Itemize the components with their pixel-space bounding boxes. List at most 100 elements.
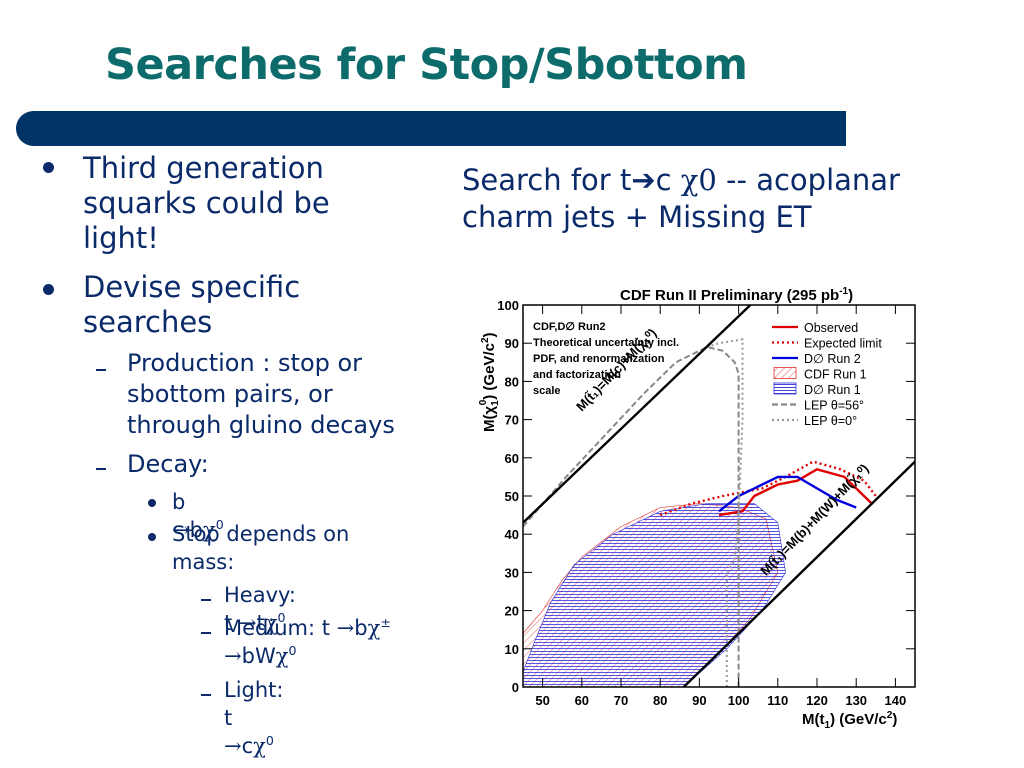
arrow-glyph: → <box>224 734 242 758</box>
bullet-heavy: Heavy: t →tχ0 <box>224 581 296 637</box>
superscript: 0 <box>288 643 297 658</box>
chi-glyph: χ <box>253 734 266 758</box>
legend-label-d-run-2: D∅ Run 2 <box>804 352 861 366</box>
y-tick-label: 90 <box>505 336 519 351</box>
sub-bullet-dash <box>96 468 106 470</box>
b-quark: b <box>189 518 203 542</box>
sub-bullet-production: Production : stop or sbottom pairs, or t… <box>127 349 395 439</box>
legend-label-lep-0: LEP θ=0° <box>804 414 857 428</box>
sub-sub-bullet-dot <box>148 533 156 541</box>
y-tick-label: 30 <box>505 565 519 580</box>
x-tick-label: 80 <box>653 693 667 708</box>
legend-label-observed: Observed <box>804 321 858 335</box>
sub-bullet-decay: Decay: <box>127 450 209 478</box>
chi-glyph: χ <box>202 518 216 542</box>
sbottom-label: b <box>172 490 186 514</box>
bullet-dot <box>43 284 54 295</box>
y-tick-label: 50 <box>505 489 519 504</box>
theory-note-line: and factorization <box>533 369 621 381</box>
theory-note: CDF,D∅ Run2 Theoretical uncertainty incl.… <box>533 321 679 397</box>
bullet-medium: Medium: t →bχ± →bWχ0 <box>224 614 444 670</box>
title-underline-bar <box>16 111 846 146</box>
bw-label: bW <box>241 644 276 668</box>
sub-bullet-dash <box>201 599 211 601</box>
arrow-icon: ➔ <box>631 163 656 197</box>
region-d-run-1 <box>523 503 786 687</box>
y-tick-label: 40 <box>505 527 519 542</box>
b-quark: b <box>354 616 368 640</box>
curve-lep-56 <box>523 345 740 687</box>
x-label-close: ) <box>892 711 897 728</box>
superscript: 0 <box>265 733 274 748</box>
legend-swatch-cdf-run-1 <box>773 367 797 379</box>
arrow-glyph: → <box>224 644 242 668</box>
bullet-third-generation: Third generation squarks could be light! <box>83 151 330 255</box>
x-tick-label: 50 <box>535 693 549 708</box>
sub-bullet-dash <box>201 694 211 696</box>
sub-sub-bullet-stop-mass: Stop depends on mass: <box>172 522 350 574</box>
theory-note-line: Theoretical uncertainty incl. <box>533 337 679 349</box>
x-label-unit: ) (GeV/c <box>830 711 887 728</box>
slide-title: Searches for Stop/Sbottom <box>105 40 748 90</box>
superscript: 0 <box>215 517 224 532</box>
axis-ticks: 50 60 70 80 90 100 110 120 130 140 0 10 20 30 40 50 60 70… <box>497 298 915 708</box>
y-tick-label: 60 <box>505 451 519 466</box>
y-label-unit: ) (GeV/c <box>481 343 498 400</box>
x-axis-label: M(t1) (GeV/c2) <box>802 710 897 731</box>
y-axis-label: M(χ10) (GeV/c2) <box>478 332 501 432</box>
y-label-text: M(χ <box>481 406 498 432</box>
search-line2: charm jets + Missing ET <box>462 200 812 234</box>
charm-label: c <box>655 163 681 197</box>
kinematic-boundaries <box>523 305 915 687</box>
bullet-dot <box>43 162 54 173</box>
x-tick-label: 60 <box>575 693 589 708</box>
x-label-sub: 1 <box>825 720 831 731</box>
y-tick-label: 0 <box>512 680 519 695</box>
theory-note-line: scale <box>533 385 561 397</box>
sub-sub-bullet-dot <box>148 499 156 507</box>
chart-title-text: CDF Run II Preliminary (295 pb <box>620 287 839 304</box>
arrow-glyph: → <box>336 616 355 640</box>
bullet-light: Light: t →cχ0 <box>224 676 283 760</box>
chart-title-sup: -1 <box>839 286 848 297</box>
exclusion-plot: 50 60 70 80 90 100 110 120 130 140010203040506070… <box>470 272 930 734</box>
chi-glyph: χ <box>264 611 278 635</box>
kinematic-line-1 <box>523 305 752 524</box>
arrow-glyph: → <box>172 518 190 542</box>
curve-lep-0 <box>706 338 744 687</box>
chi-glyph: χ <box>367 616 381 640</box>
t-quark: t <box>256 611 265 635</box>
neutralino-symbol: χ0 <box>680 163 717 197</box>
y-label-sub: 1 <box>490 400 501 406</box>
chart-title-close: ) <box>848 287 853 304</box>
y-tick-label: 100 <box>497 298 519 313</box>
chi-glyph: χ <box>275 644 289 668</box>
sub-sub-bullet-sbottom-decay: b →bχ0 <box>172 488 224 544</box>
y-label-sup2: 2 <box>480 337 491 343</box>
legend-label-expected-limit: Expected limit <box>804 337 882 351</box>
x-label-text: M(t <box>802 711 825 728</box>
legend-label-cdf-run-1: CDF Run 1 <box>804 368 867 382</box>
legend-label-lep-56: LEP θ=56° <box>804 399 864 413</box>
search-prefix: Search for t <box>462 163 632 197</box>
search-suffix: -- acoplanar <box>716 163 900 197</box>
y-label-close: ) <box>481 332 498 337</box>
x-tick-label: 110 <box>767 693 788 708</box>
sub-bullet-dash <box>201 632 211 634</box>
c-quark: c <box>241 734 254 758</box>
legend-swatch-d-run-1 <box>773 382 797 395</box>
heavy-label: Heavy: t <box>224 583 296 635</box>
exclusion-regions <box>523 503 786 687</box>
search-description: Search for t➔c χ0 -- acoplanar charm jets… <box>462 162 982 236</box>
x-tick-label: 120 <box>806 693 828 708</box>
superscript: ± <box>380 615 391 630</box>
x-label-sup: 2 <box>887 710 893 721</box>
legend-label-d-run-1: D∅ Run 1 <box>804 383 861 397</box>
curve-observed <box>718 468 873 517</box>
x-tick-label: 90 <box>692 693 706 708</box>
kinematic-line-2 <box>682 460 915 687</box>
y-tick-label: 20 <box>505 604 519 619</box>
light-label: Light: t <box>224 678 284 730</box>
superscript: 0 <box>277 610 286 625</box>
